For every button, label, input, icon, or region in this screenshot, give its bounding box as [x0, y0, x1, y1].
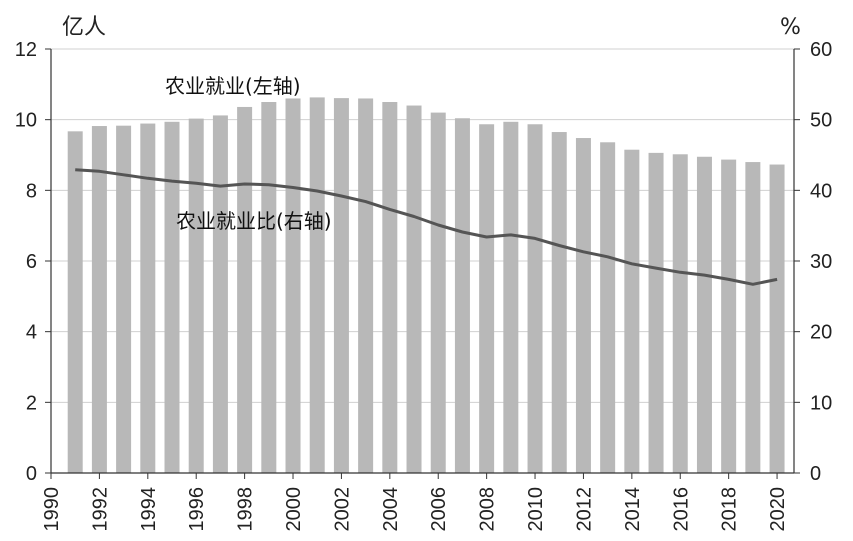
x-tick-label: 1996 [186, 487, 208, 532]
bar-2002 [333, 98, 349, 473]
bar-2010 [527, 124, 543, 473]
left-tick-label: 10 [15, 110, 37, 132]
bar-2020 [769, 164, 785, 474]
left-axis-unit: 亿人 [62, 15, 106, 40]
x-tick-label: 2014 [622, 487, 644, 532]
x-tick-label: 2016 [670, 487, 692, 532]
x-tick-label: 2004 [380, 487, 402, 532]
bar-2005 [406, 105, 422, 474]
right-tick-label: 50 [810, 110, 832, 132]
bar-2019 [745, 162, 761, 474]
bar-series [67, 97, 785, 474]
bar-2018 [721, 159, 737, 474]
x-tick-label: 2010 [525, 487, 547, 532]
bar-1996 [188, 118, 204, 474]
right-tick-label: 10 [810, 392, 832, 414]
x-tick-label: 1994 [138, 487, 160, 532]
bar-1998 [237, 106, 253, 474]
right-tick-label: 30 [810, 251, 832, 273]
tick-labels: 0 2 4 6 8 10 12 0 10 20 30 40 50 60 1990 1992 1994 1996 19… [15, 39, 833, 532]
line-series [75, 168, 778, 286]
x-tick-label: 1992 [89, 487, 111, 532]
bar-1999 [261, 102, 277, 473]
bar-2011 [551, 132, 567, 474]
bar-2004 [382, 102, 398, 473]
x-tick-label: 2020 [767, 487, 789, 532]
right-tick-label: 20 [810, 322, 832, 344]
right-tick-label: 40 [810, 180, 832, 202]
series-label-employment: 农业就业(左轴) [165, 74, 301, 98]
bar-2007 [454, 118, 470, 474]
right-tick-label: 0 [810, 463, 821, 485]
bar-2017 [696, 156, 712, 473]
x-tick-label: 1990 [41, 487, 63, 532]
x-tick-label: 2006 [428, 487, 450, 532]
left-tick-label: 12 [15, 39, 37, 61]
bar-2003 [358, 98, 374, 473]
bar-2012 [575, 138, 591, 474]
right-tick-label: 60 [810, 39, 832, 61]
bar-1997 [212, 115, 228, 473]
bar-2000 [285, 98, 301, 473]
bar-1992 [91, 126, 107, 473]
x-tick-label: 2000 [283, 487, 305, 532]
bar-2009 [503, 121, 519, 473]
bar-2001 [309, 97, 325, 473]
bar-2013 [600, 142, 616, 473]
bar-2016 [672, 154, 688, 473]
bar-1995 [164, 121, 180, 473]
series-label-employment-share: 农业就业比(右轴) [176, 209, 332, 233]
x-tick-label: 2008 [477, 487, 499, 532]
bar-2006 [430, 112, 446, 473]
axes [45, 48, 800, 479]
left-tick-label: 6 [26, 251, 37, 273]
left-tick-label: 0 [26, 463, 37, 485]
bar-1991 [67, 131, 83, 473]
line-employment-share [75, 168, 778, 286]
bar-2015 [648, 152, 664, 473]
x-tick-label: 2018 [719, 487, 741, 532]
bar-2008 [479, 124, 495, 473]
x-tick-label: 1998 [235, 487, 257, 532]
x-tick-label: 2002 [331, 487, 353, 532]
right-axis-unit: % [780, 15, 801, 40]
x-tick-label: 2012 [573, 487, 595, 532]
bar-2014 [624, 149, 640, 473]
left-tick-label: 4 [26, 322, 37, 344]
left-tick-label: 8 [26, 180, 37, 202]
bar-1994 [140, 123, 156, 473]
bar-1993 [116, 125, 132, 473]
left-tick-label: 2 [26, 392, 37, 414]
